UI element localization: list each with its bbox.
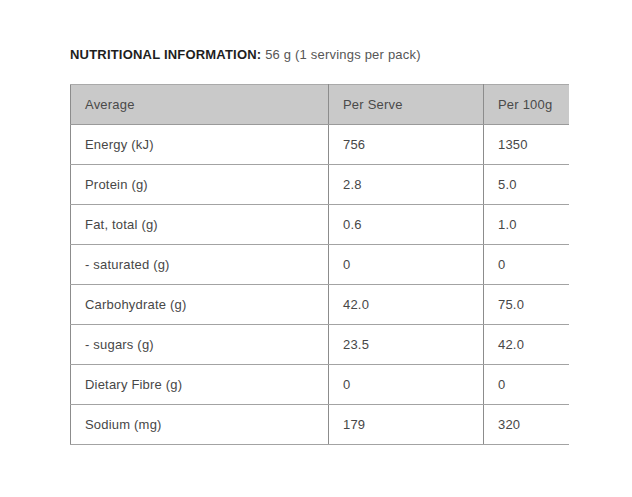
header-average: Average	[71, 85, 329, 125]
row-label: Dietary Fibre (g)	[71, 365, 329, 405]
row-label: Protein (g)	[71, 165, 329, 205]
table-row: Dietary Fibre (g) 0 0	[71, 365, 569, 405]
row-per-100g-value: 1.0	[484, 205, 569, 245]
row-per-serve-value: 2.8	[329, 165, 484, 205]
row-label: - sugars (g)	[71, 325, 329, 365]
row-per-serve-value: 42.0	[329, 285, 484, 325]
table-header-row: Average Per Serve Per 100g	[71, 85, 569, 125]
row-label: Carbohydrate (g)	[71, 285, 329, 325]
page: NUTRITIONAL INFORMATION: 56 g (1 serving…	[0, 0, 632, 497]
row-label: Sodium (mg)	[71, 405, 329, 445]
table-row: Carbohydrate (g) 42.0 75.0	[71, 285, 569, 325]
row-per-serve-value: 756	[329, 125, 484, 165]
row-per-serve-value: 23.5	[329, 325, 484, 365]
header-per-100g: Per 100g	[484, 85, 569, 125]
nutrition-table: Average Per Serve Per 100g Energy (kJ) 7…	[70, 84, 569, 445]
row-per-100g-value: 75.0	[484, 285, 569, 325]
row-per-100g-value: 0	[484, 365, 569, 405]
row-label: Energy (kJ)	[71, 125, 329, 165]
row-per-serve-value: 179	[329, 405, 484, 445]
nutrition-title-label: NUTRITIONAL INFORMATION:	[70, 47, 261, 62]
row-label: - saturated (g)	[71, 245, 329, 285]
header-per-serve: Per Serve	[329, 85, 484, 125]
row-per-serve-value: 0.6	[329, 205, 484, 245]
nutrition-title: NUTRITIONAL INFORMATION: 56 g (1 serving…	[70, 47, 421, 63]
table-row: Sodium (mg) 179 320	[71, 405, 569, 445]
row-per-100g-value: 42.0	[484, 325, 569, 365]
row-per-100g-value: 1350	[484, 125, 569, 165]
table-row: Protein (g) 2.8 5.0	[71, 165, 569, 205]
row-per-100g-value: 0	[484, 245, 569, 285]
row-label: Fat, total (g)	[71, 205, 329, 245]
table-row: - sugars (g) 23.5 42.0	[71, 325, 569, 365]
row-per-100g-value: 320	[484, 405, 569, 445]
row-per-serve-value: 0	[329, 245, 484, 285]
row-per-100g-value: 5.0	[484, 165, 569, 205]
table-row: Fat, total (g) 0.6 1.0	[71, 205, 569, 245]
table-row: Energy (kJ) 756 1350	[71, 125, 569, 165]
row-per-serve-value: 0	[329, 365, 484, 405]
nutrition-title-detail: 56 g (1 servings per pack)	[261, 47, 420, 62]
table-row: - saturated (g) 0 0	[71, 245, 569, 285]
